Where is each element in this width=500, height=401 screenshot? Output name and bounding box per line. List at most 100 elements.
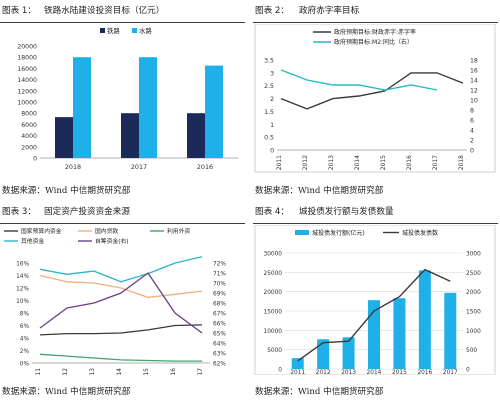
y2-tick-label: 64% bbox=[213, 342, 226, 348]
y-tick-label: 0 bbox=[278, 368, 282, 374]
x-tick-label: 2011 bbox=[36, 368, 42, 375]
y-tick-label: 3.5 bbox=[264, 58, 274, 65]
y2-tick-label: 68% bbox=[213, 302, 226, 308]
x-tick-label: 2012 bbox=[63, 368, 69, 375]
legend-swatch bbox=[132, 28, 137, 33]
legend-label: 政府预期目标:M2:同比（右） bbox=[334, 38, 413, 46]
series-line bbox=[39, 272, 203, 334]
x-tick-label: 2014 bbox=[367, 370, 382, 375]
y-tick-label: 2.5 bbox=[264, 83, 274, 90]
bar-waterway bbox=[205, 65, 223, 158]
bar-railway bbox=[187, 113, 205, 158]
y-tick-label: 0.5 bbox=[264, 135, 274, 142]
series-line bbox=[39, 353, 202, 362]
deficit-line-chart: 0 0.5 1 1.5 2 2.5 3 3.5 0 2 4 6 8 10 12 14 16 18 2011 2012 2… bbox=[254, 24, 496, 173]
y-tick-label: 4% bbox=[20, 337, 30, 343]
legend-label: 国家预算内资金 bbox=[21, 227, 62, 235]
y-tick-label: 20000 bbox=[17, 44, 37, 51]
bar-issuance-amount bbox=[342, 337, 355, 369]
bar-railway bbox=[121, 113, 139, 158]
bar-waterway bbox=[139, 57, 157, 159]
y-tick-label: 30000 bbox=[264, 252, 283, 258]
y2-tick-label: 3000 bbox=[466, 252, 481, 258]
bar-issuance-amount bbox=[393, 298, 406, 369]
figure-number: 图表 3： bbox=[2, 207, 36, 217]
y-tick-label: 15000 bbox=[264, 310, 283, 316]
y2-tick-label: 16 bbox=[470, 68, 478, 75]
x-tick-label: 2017 bbox=[432, 155, 439, 170]
y-tick-label: 10000 bbox=[264, 329, 283, 335]
x-tick-label: 2017 bbox=[198, 368, 204, 375]
line-bond-count bbox=[297, 268, 451, 362]
y2-tick-label: 18 bbox=[470, 58, 478, 65]
bar-railway bbox=[55, 117, 73, 158]
panel-deficit-target: 图表 2： 政府赤字率目标 0 0.5 1 1.5 2 2.5 3 3.5 0 2 4 6 8 10 12 1… bbox=[253, 0, 498, 200]
legend-label: 国内贷款 bbox=[95, 227, 118, 235]
y2-tick-label: 2500 bbox=[466, 271, 481, 277]
x-tick-label: 2016 bbox=[197, 163, 213, 171]
y2-tick-label: 69% bbox=[213, 292, 226, 298]
x-tick-label: 2014 bbox=[354, 155, 361, 170]
legend-label: 政府预期目标:财政赤字:赤字率 bbox=[334, 28, 416, 36]
legend-label: 水路 bbox=[139, 26, 152, 35]
x-tick-label: 2013 bbox=[328, 155, 335, 170]
legend-label: 自筹资金(右) bbox=[95, 237, 129, 245]
x-tick-label: 2013 bbox=[341, 370, 356, 375]
y-tick-label: 1 bbox=[270, 122, 274, 129]
legend-label: 铁路 bbox=[107, 26, 120, 35]
y2-tick-label: 4 bbox=[470, 128, 474, 135]
line-m2-target bbox=[280, 69, 438, 91]
panel-chengtou-bonds: 图表 4： 城投债发行额与发债数量 0 5000 10000 15000 20000 25… bbox=[253, 201, 498, 401]
panel-header: 图表 1： 铁路水陆建设投资目标（亿元） bbox=[0, 2, 245, 23]
y2-tick-label: 63% bbox=[213, 352, 226, 358]
y2-tick-label: 2 bbox=[470, 138, 474, 145]
x-tick-label: 2011 bbox=[290, 370, 305, 375]
y-tick-label: 8000 bbox=[21, 111, 37, 118]
legend-swatch bbox=[100, 28, 105, 33]
y2-tick-label: 0 bbox=[466, 368, 470, 374]
y-tick-label: 6% bbox=[20, 324, 30, 330]
y2-tick-label: 67% bbox=[213, 312, 226, 318]
y-tick-label: 12% bbox=[16, 287, 29, 293]
bar-issuance-amount bbox=[444, 292, 457, 369]
x-tick-label: 2014 bbox=[117, 368, 123, 375]
data-source: 数据来源：Wind 中信期货研究部 bbox=[2, 186, 131, 196]
panel-header: 图表 4： 城投债发行额与发债数量 bbox=[253, 203, 498, 224]
x-tick-label: 2012 bbox=[316, 370, 331, 375]
y-tick-label: 3 bbox=[270, 70, 274, 77]
x-tick-label: 2016 bbox=[171, 368, 177, 375]
bar-issuance-amount bbox=[317, 339, 330, 369]
x-tick-label: 2016 bbox=[406, 155, 413, 170]
y-tick-label: 0 bbox=[33, 156, 37, 163]
x-tick-label: 2018 bbox=[65, 163, 81, 171]
y2-tick-label: 65% bbox=[213, 332, 226, 338]
legend-label: 城投债发债数 bbox=[402, 229, 438, 237]
x-tick-label: 2013 bbox=[90, 368, 96, 375]
panel-fixed-asset-funding: 图表 3： 固定资产投资资金来源 0% 2% 4% 6% 8% 10% 12% 14% 16% 6… bbox=[0, 201, 245, 401]
data-source: 数据来源：Wind 中信期货研究部 bbox=[255, 387, 384, 397]
y2-tick-label: 8 bbox=[470, 108, 474, 115]
y-tick-label: 25000 bbox=[264, 271, 283, 277]
line-deficit-rate bbox=[280, 72, 464, 110]
x-tick-label: 2016 bbox=[417, 370, 432, 375]
y-tick-label: 18000 bbox=[17, 55, 37, 62]
y-tick-label: 1.5 bbox=[264, 109, 274, 116]
y2-tick-label: 14 bbox=[470, 78, 478, 85]
series-line bbox=[39, 324, 203, 336]
legend-label: 利用外资 bbox=[167, 227, 190, 235]
data-source: 数据来源：Wind 中信期货研究部 bbox=[255, 186, 384, 196]
y-tick-label: 2 bbox=[270, 96, 274, 103]
y2-tick-label: 66% bbox=[213, 322, 226, 328]
chart-title: 固定资产投资资金来源 bbox=[44, 207, 130, 217]
y-tick-label: 8% bbox=[20, 312, 30, 318]
railway-waterway-bar-chart: 0 2000 4000 6000 8000 10000 12000 14000 16000 180… bbox=[17, 26, 238, 171]
y-tick-label: 12000 bbox=[17, 88, 37, 95]
chart-title: 城投债发行额与发债数量 bbox=[299, 207, 394, 217]
chart-title: 铁路水陆建设投资目标（亿元） bbox=[44, 6, 165, 16]
y2-tick-label: 1500 bbox=[466, 310, 481, 316]
x-tick-label: 2017 bbox=[443, 370, 458, 375]
y2-tick-label: 500 bbox=[466, 348, 477, 354]
y-tick-label: 16% bbox=[16, 262, 29, 268]
y-tick-label: 14% bbox=[16, 274, 29, 280]
